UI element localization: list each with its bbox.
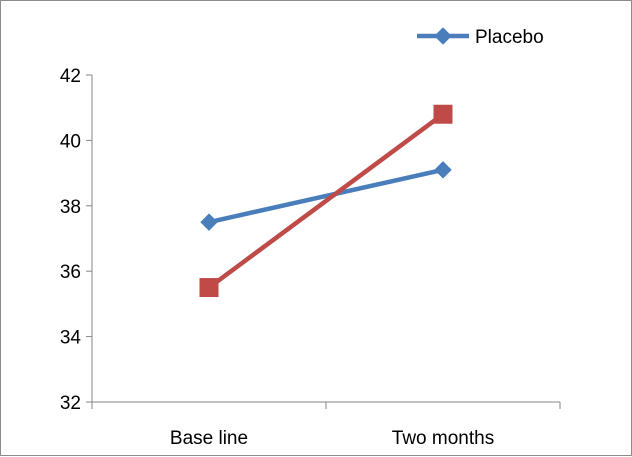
data-point-marker [434, 161, 452, 179]
series-1 [200, 161, 452, 231]
axes [91, 75, 560, 403]
x-axis-ticks: Base line Two months [91, 402, 561, 449]
x-tick-label: Base line [170, 428, 248, 449]
y-tick-label: 42 [60, 66, 81, 87]
y-tick-label: 40 [60, 131, 81, 152]
data-point-marker [200, 213, 218, 231]
legend: Placebo [417, 27, 544, 48]
series-line [207, 112, 445, 290]
data-point-marker [433, 104, 453, 124]
series-group [199, 104, 453, 298]
y-tick-label: 36 [60, 262, 81, 283]
x-tick-label: Two months [392, 428, 494, 449]
y-tick-label: 32 [60, 393, 81, 414]
legend-label: Placebo [475, 27, 544, 48]
legend-marker [434, 27, 452, 45]
data-point-marker [199, 278, 219, 298]
series-line [208, 167, 444, 225]
y-tick-label: 34 [60, 328, 82, 349]
y-axis-ticks: 32 34 36 38 40 42 [60, 66, 92, 414]
series-2 [199, 104, 453, 298]
y-tick-label: 38 [60, 197, 81, 218]
